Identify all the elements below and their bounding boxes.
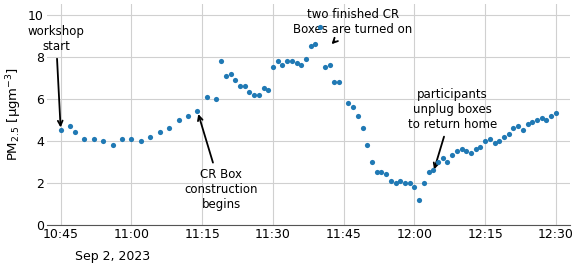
Point (136, 139, 146, 143)
Point (499, 134, 509, 139)
Point (367, 160, 376, 164)
Point (127, 136, 136, 141)
Point (259, 86, 268, 90)
Point (165, 126, 174, 130)
Point (183, 113, 193, 118)
Text: CR Box
construction
begins: CR Box construction begins (184, 116, 258, 211)
Point (282, 59, 292, 63)
Point (382, 172, 391, 176)
Point (296, 63, 306, 67)
Point (415, 197, 424, 202)
Point (480, 139, 490, 143)
Point (504, 132, 513, 136)
Point (429, 168, 438, 172)
Point (287, 59, 296, 63)
Text: Sep 2, 2023: Sep 2, 2023 (75, 250, 151, 263)
Point (542, 118, 551, 122)
Point (490, 141, 499, 145)
Point (245, 90, 254, 94)
Point (320, 65, 329, 69)
Point (231, 78, 240, 82)
Point (438, 155, 447, 160)
Point (443, 160, 452, 164)
Point (344, 101, 353, 105)
Point (263, 88, 273, 93)
Point (349, 105, 358, 109)
Point (89, 136, 99, 141)
Y-axis label: PM$_{2.5}$ [μgm$^{-3}$]: PM$_{2.5}$ [μgm$^{-3}$] (4, 68, 24, 161)
Point (419, 181, 429, 185)
Text: two finished CR
Boxes are turned on: two finished CR Boxes are turned on (293, 8, 413, 43)
Point (202, 94, 212, 99)
Point (108, 143, 117, 147)
Point (70, 130, 79, 134)
Point (221, 73, 230, 78)
Point (56, 128, 66, 132)
Point (509, 126, 518, 130)
Point (226, 71, 235, 76)
Point (269, 65, 278, 69)
Point (410, 185, 419, 189)
Point (476, 145, 485, 149)
Text: participants
unplug boxes
to return home: participants unplug boxes to return home (408, 88, 497, 168)
Point (325, 63, 334, 67)
Point (117, 136, 126, 141)
Point (452, 149, 462, 153)
Point (462, 149, 471, 153)
Point (551, 111, 560, 115)
Point (193, 109, 202, 113)
Point (466, 151, 476, 155)
Point (495, 139, 504, 143)
Point (254, 92, 263, 97)
Point (273, 59, 282, 63)
Point (532, 118, 542, 122)
Text: workshop
start: workshop start (28, 25, 85, 126)
Point (99, 139, 108, 143)
Point (249, 92, 259, 97)
Point (372, 170, 381, 174)
Point (471, 147, 480, 151)
Point (433, 160, 443, 164)
Point (306, 44, 316, 48)
Point (358, 126, 367, 130)
Point (235, 84, 245, 88)
Point (528, 120, 537, 124)
Point (405, 181, 414, 185)
Point (302, 57, 311, 61)
Point (316, 25, 325, 30)
Point (391, 181, 400, 185)
Point (240, 84, 249, 88)
Point (485, 136, 495, 141)
Point (448, 153, 457, 157)
Point (353, 113, 362, 118)
Point (457, 147, 466, 151)
Point (334, 80, 343, 84)
Point (216, 59, 226, 63)
Point (311, 42, 320, 46)
Point (519, 128, 528, 132)
Point (79, 136, 89, 141)
Point (523, 122, 532, 126)
Point (292, 61, 301, 65)
Point (155, 130, 164, 134)
Point (377, 170, 386, 174)
Point (362, 143, 372, 147)
Point (513, 124, 523, 128)
Point (546, 113, 556, 118)
Point (146, 134, 155, 139)
Point (424, 170, 433, 174)
Point (386, 178, 396, 183)
Point (212, 97, 221, 101)
Point (400, 181, 409, 185)
Point (174, 118, 183, 122)
Point (278, 63, 287, 67)
Point (329, 80, 339, 84)
Point (66, 124, 75, 128)
Point (537, 115, 546, 120)
Point (396, 178, 405, 183)
